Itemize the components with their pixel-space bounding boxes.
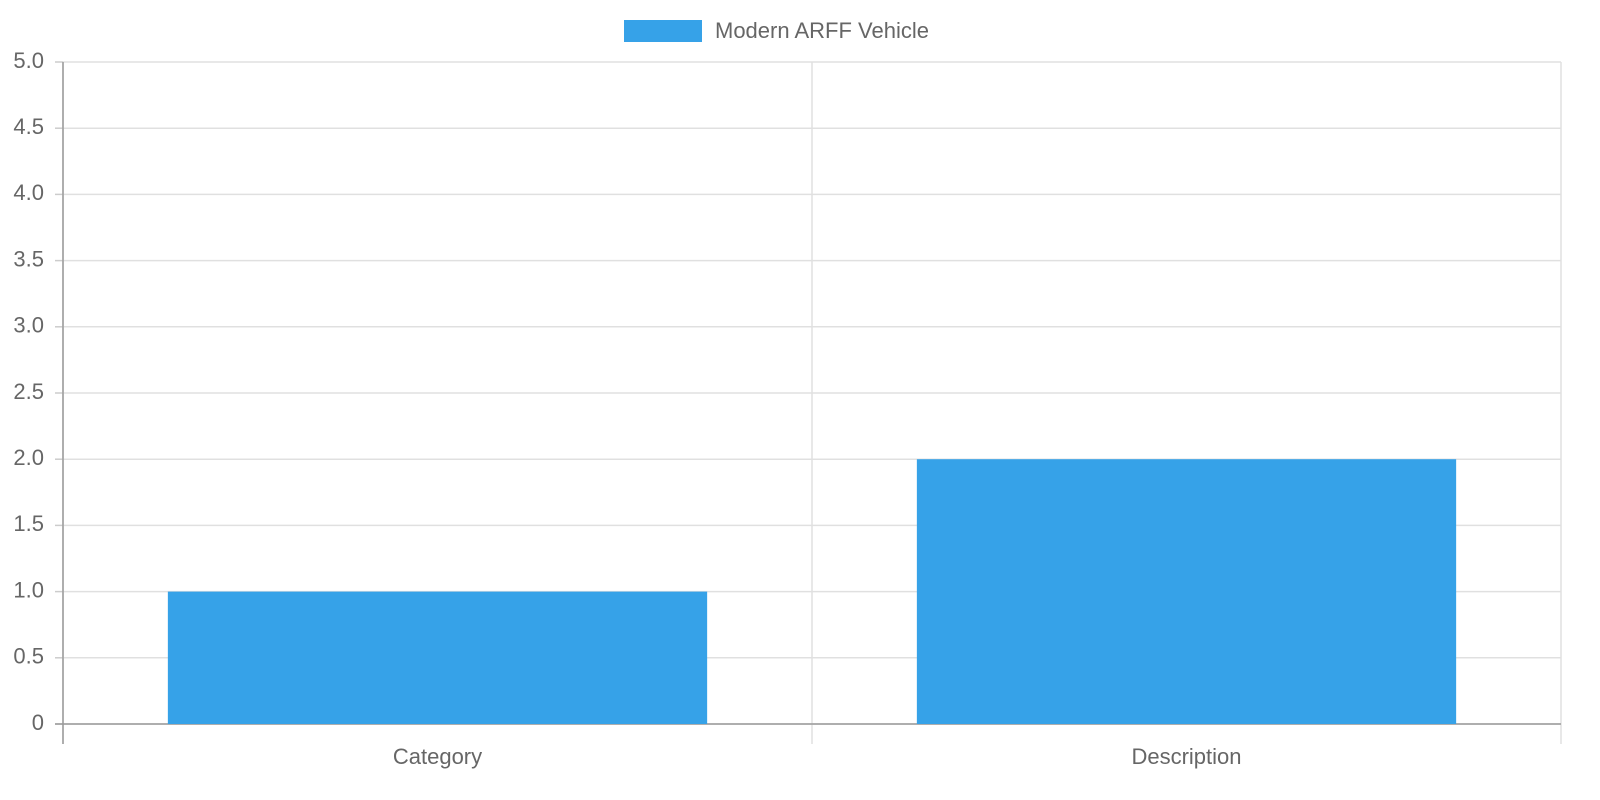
y-tick-label: 5.0 <box>13 48 44 73</box>
y-tick-label: 1.0 <box>13 577 44 602</box>
y-tick-label: 3.5 <box>13 246 44 271</box>
bar <box>167 591 708 724</box>
x-tick-label: Description <box>1131 744 1241 769</box>
y-tick-label: 4.0 <box>13 180 44 205</box>
y-tick-label: 4.5 <box>13 114 44 139</box>
legend-label: Modern ARFF Vehicle <box>715 18 929 43</box>
y-tick-label: 0.5 <box>13 644 44 669</box>
legend-swatch <box>624 20 702 42</box>
bar <box>916 459 1457 724</box>
y-tick-label: 2.5 <box>13 379 44 404</box>
x-tick-label: Category <box>393 744 482 769</box>
y-tick-label: 3.0 <box>13 313 44 338</box>
y-tick-label: 1.5 <box>13 511 44 536</box>
y-tick-label: 2.0 <box>13 445 44 470</box>
y-tick-label: 0 <box>32 710 44 735</box>
